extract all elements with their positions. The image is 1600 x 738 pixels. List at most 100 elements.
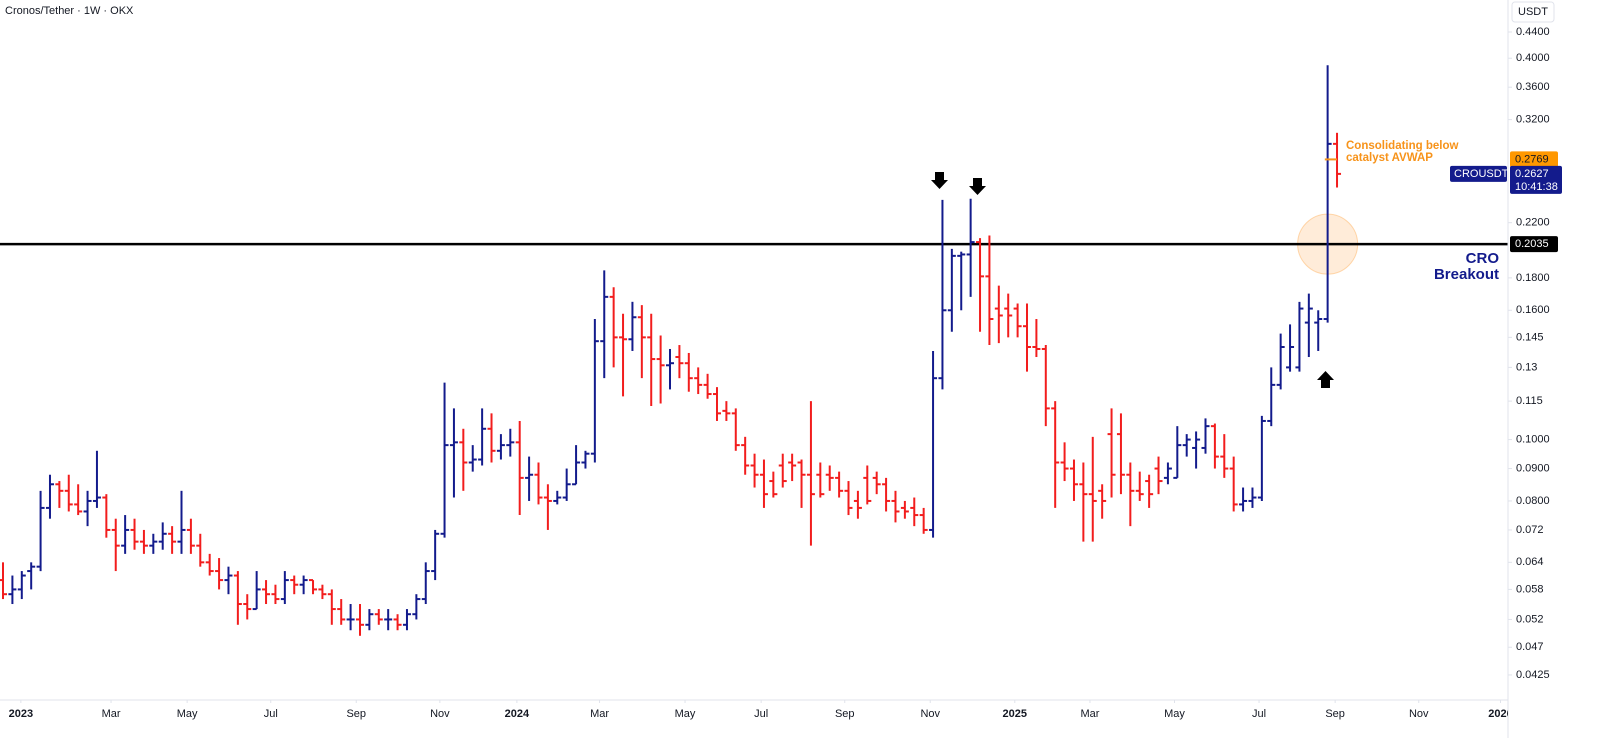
y-tick-label: 0.3200 — [1516, 114, 1550, 126]
bar — [778, 453, 787, 488]
bar — [346, 604, 355, 631]
bar — [750, 453, 759, 488]
bar — [515, 420, 524, 516]
x-tick-label: Nov — [920, 708, 940, 720]
bar — [1051, 401, 1060, 508]
bar — [1182, 434, 1191, 457]
y-tick-label: 0.0900 — [1516, 462, 1550, 474]
x-tick-label: Mar — [590, 708, 609, 720]
bar — [1079, 462, 1088, 542]
bar — [872, 471, 881, 495]
bar — [139, 529, 148, 554]
bar — [1173, 426, 1182, 479]
bar — [1248, 487, 1257, 508]
bar — [910, 497, 919, 527]
bar — [741, 436, 750, 475]
bar — [976, 238, 985, 332]
bar — [609, 287, 618, 368]
bar — [553, 490, 562, 505]
bar — [177, 490, 186, 554]
bar — [694, 367, 703, 395]
countdown-label: 10:41:38 — [1515, 181, 1558, 193]
bar — [83, 490, 92, 527]
bar — [816, 462, 825, 498]
bar — [1314, 310, 1323, 351]
bar — [299, 575, 308, 595]
bar — [252, 571, 261, 611]
bar — [628, 301, 637, 351]
time-axis: 2023 Mar May Jul Sep Nov 2024 Mar May Jul Sep Nov 20… — [9, 700, 1512, 720]
bar — [440, 382, 449, 538]
bar — [581, 450, 590, 469]
bar — [8, 575, 17, 605]
bar — [1192, 431, 1201, 469]
y-tick-label: 0.115 — [1516, 395, 1543, 407]
bar — [402, 609, 411, 631]
bar — [1210, 423, 1219, 469]
y-tick-label: 0.13 — [1516, 361, 1537, 373]
bar — [1004, 293, 1013, 338]
bar — [938, 199, 947, 390]
bar — [759, 459, 768, 508]
bar — [919, 507, 928, 534]
bar — [233, 571, 242, 625]
x-tick-label: Nov — [430, 708, 450, 720]
x-tick-label: Jul — [264, 708, 278, 720]
bar — [421, 562, 430, 605]
bar — [1098, 484, 1107, 519]
last-price-box — [1510, 165, 1562, 194]
bar — [478, 408, 487, 466]
bar — [525, 456, 534, 501]
bar — [1023, 303, 1032, 372]
x-tick-label: 2023 — [9, 708, 33, 720]
bar — [121, 515, 130, 554]
x-tick-label: 2026 — [1488, 708, 1512, 720]
x-tick-label: Jul — [1252, 708, 1266, 720]
symbol-box — [1450, 165, 1507, 182]
y-tick-label: 0.072 — [1516, 524, 1544, 536]
bar — [102, 494, 111, 538]
level-price-box — [1510, 236, 1558, 253]
bar — [853, 490, 862, 519]
bar — [1220, 434, 1229, 478]
bar — [205, 553, 214, 576]
bar — [431, 529, 440, 581]
bar — [290, 575, 299, 595]
y-tick-label: 0.3600 — [1516, 81, 1550, 93]
bar — [27, 562, 36, 590]
bar — [1295, 301, 1304, 372]
y-tick-label: 0.4400 — [1516, 26, 1550, 38]
bar — [684, 352, 693, 392]
bar — [111, 518, 120, 572]
down-arrow — [931, 172, 948, 189]
bar — [647, 313, 656, 406]
bar — [619, 313, 628, 397]
bar — [994, 285, 1003, 344]
bar — [769, 471, 778, 498]
chart-title: Cronos/Tether · 1W · OKX — [5, 5, 134, 17]
bar — [656, 335, 665, 404]
bar — [1304, 293, 1313, 358]
currency-box[interactable] — [1511, 1, 1555, 23]
bar — [215, 558, 224, 590]
bar — [947, 248, 956, 332]
x-tick-label: Sep — [1325, 708, 1345, 720]
bar — [985, 235, 994, 346]
bar — [590, 319, 599, 463]
bar — [543, 484, 552, 530]
bar — [449, 408, 458, 498]
bar — [74, 484, 83, 516]
bar — [835, 471, 844, 498]
bar — [1239, 487, 1248, 512]
bar — [309, 579, 318, 595]
bar — [637, 305, 646, 379]
bar — [64, 474, 73, 512]
bar — [55, 481, 64, 508]
bar — [1201, 418, 1210, 454]
bar — [825, 465, 834, 491]
bar — [262, 580, 271, 605]
currency-label[interactable]: USDT — [1518, 6, 1548, 18]
avwap-price-label: 0.2769 — [1515, 153, 1549, 165]
bar — [280, 571, 289, 605]
bar — [1286, 324, 1295, 372]
